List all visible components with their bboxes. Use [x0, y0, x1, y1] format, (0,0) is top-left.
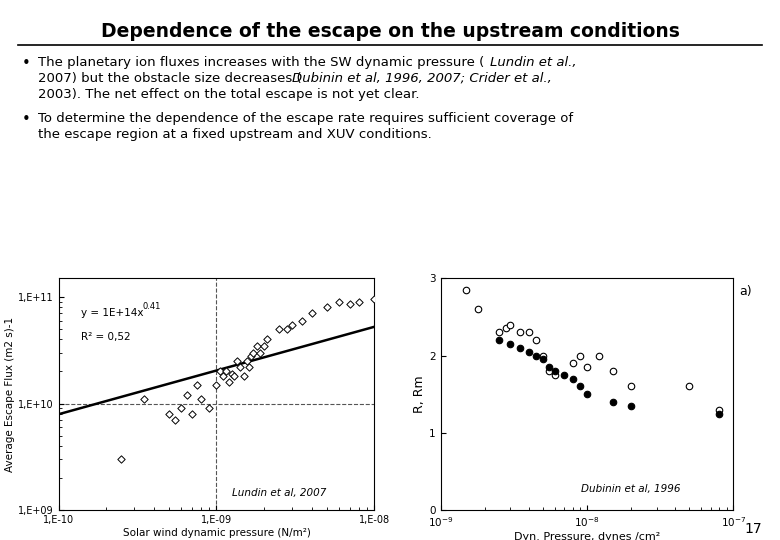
- Point: [190, 381, 203, 389]
- Point: [523, 347, 535, 356]
- Point: [353, 298, 365, 306]
- Point: [245, 352, 257, 360]
- Point: [530, 351, 542, 360]
- Point: [543, 363, 555, 372]
- Point: [231, 357, 243, 366]
- Point: [233, 363, 246, 372]
- Point: [566, 359, 579, 368]
- X-axis label: Dyn. Pressure, dynes /cm²: Dyn. Pressure, dynes /cm²: [514, 532, 660, 540]
- Text: Lundin et al, 2007: Lundin et al, 2007: [232, 488, 327, 497]
- Point: [558, 370, 570, 379]
- Point: [223, 377, 236, 386]
- Point: [138, 395, 151, 403]
- Point: [246, 348, 259, 357]
- Point: [321, 303, 333, 312]
- Point: [257, 341, 270, 350]
- Point: [500, 324, 512, 333]
- Point: [261, 335, 274, 343]
- Point: [115, 455, 128, 464]
- Point: [333, 298, 346, 306]
- Point: [396, 293, 409, 301]
- Point: [523, 328, 535, 336]
- Point: [281, 325, 293, 333]
- Text: •: •: [22, 112, 30, 127]
- Point: [566, 374, 579, 383]
- Point: [514, 343, 526, 352]
- Point: [548, 370, 561, 379]
- Point: [285, 320, 298, 329]
- Point: [625, 402, 637, 410]
- Point: [472, 305, 484, 313]
- Point: [229, 372, 241, 381]
- Text: a): a): [739, 285, 752, 298]
- Point: [169, 416, 182, 424]
- Text: The planetary ion fluxes increases with the SW dynamic pressure (: The planetary ion fluxes increases with …: [38, 56, 484, 69]
- Point: [713, 409, 725, 418]
- Text: 17: 17: [744, 522, 762, 536]
- Point: [683, 382, 696, 391]
- Point: [344, 300, 356, 309]
- Point: [580, 390, 593, 399]
- Point: [195, 395, 207, 403]
- Point: [163, 410, 176, 418]
- Point: [243, 363, 255, 372]
- Point: [504, 340, 516, 348]
- Point: [713, 406, 725, 414]
- Point: [214, 367, 226, 376]
- Point: [296, 316, 309, 325]
- Point: [254, 348, 267, 357]
- Text: Dubinin et al, 1996, 2007; Crider et al.,: Dubinin et al, 1996, 2007; Crider et al.…: [292, 72, 552, 85]
- Text: 2007) but the obstacle size decreases (: 2007) but the obstacle size decreases (: [38, 72, 302, 85]
- Point: [220, 367, 232, 376]
- Y-axis label: R, Rm: R, Rm: [413, 375, 427, 413]
- Point: [305, 309, 317, 318]
- Point: [186, 410, 198, 418]
- Point: [225, 369, 238, 378]
- Text: •: •: [22, 56, 30, 71]
- Point: [592, 351, 604, 360]
- Point: [176, 404, 188, 413]
- Text: 0.41: 0.41: [142, 302, 161, 312]
- Text: y = 1E+14x: y = 1E+14x: [80, 308, 143, 318]
- Point: [460, 285, 473, 294]
- Point: [548, 367, 561, 375]
- Point: [625, 382, 637, 391]
- Text: the escape region at a fixed upstream and XUV conditions.: the escape region at a fixed upstream an…: [38, 128, 432, 141]
- Point: [238, 372, 250, 381]
- Text: To determine the dependence of the escape rate requires sufficient coverage of: To determine the dependence of the escap…: [38, 112, 573, 125]
- X-axis label: Solar wind dynamic pressure (N/m²): Solar wind dynamic pressure (N/m²): [122, 528, 310, 538]
- Point: [574, 351, 587, 360]
- Point: [493, 336, 505, 345]
- Point: [203, 404, 215, 413]
- Text: R² = 0,52: R² = 0,52: [80, 332, 130, 341]
- Point: [217, 372, 229, 381]
- Point: [514, 328, 526, 336]
- Point: [368, 295, 381, 303]
- Point: [273, 325, 285, 333]
- Point: [537, 355, 549, 364]
- Text: Lundin et al.,: Lundin et al.,: [490, 56, 576, 69]
- Point: [607, 367, 619, 375]
- Point: [240, 357, 253, 366]
- Text: Dependence of the escape on the upstream conditions: Dependence of the escape on the upstream…: [101, 22, 679, 41]
- Text: Dubinin et al, 1996: Dubinin et al, 1996: [581, 484, 681, 494]
- Text: 2003). The net effect on the total escape is not yet clear.: 2003). The net effect on the total escap…: [38, 88, 420, 101]
- Point: [211, 381, 223, 389]
- Point: [493, 328, 505, 336]
- Point: [607, 397, 619, 406]
- Point: [574, 382, 587, 391]
- Point: [580, 363, 593, 372]
- Point: [250, 341, 263, 350]
- Point: [504, 320, 516, 329]
- Point: [537, 351, 549, 360]
- Point: [543, 367, 555, 375]
- Y-axis label: Average Escape Flux (m2 s)-1: Average Escape Flux (m2 s)-1: [5, 316, 16, 472]
- Point: [181, 391, 193, 400]
- Point: [530, 336, 542, 345]
